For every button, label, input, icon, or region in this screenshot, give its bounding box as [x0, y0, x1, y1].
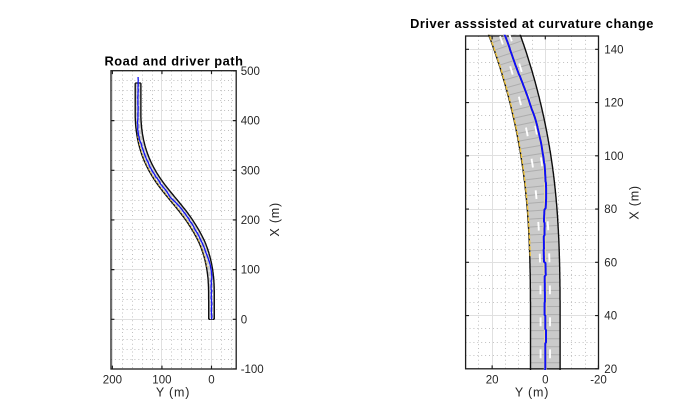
svg-text:-100: -100 — [241, 364, 264, 376]
svg-text:140: 140 — [604, 45, 623, 57]
svg-text:20: 20 — [486, 374, 499, 386]
svg-text:Y (m): Y (m) — [156, 386, 190, 400]
svg-text:0: 0 — [241, 314, 247, 326]
svg-text:60: 60 — [604, 257, 617, 269]
svg-text:-20: -20 — [590, 374, 607, 386]
svg-text:Road and driver path: Road and driver path — [105, 54, 244, 69]
svg-text:40: 40 — [604, 311, 617, 323]
svg-text:100: 100 — [152, 374, 171, 386]
svg-text:300: 300 — [241, 165, 260, 177]
svg-text:100: 100 — [241, 265, 260, 277]
svg-text:Y (m): Y (m) — [515, 386, 549, 400]
svg-text:X (m): X (m) — [627, 185, 641, 220]
svg-text:20: 20 — [604, 364, 617, 376]
svg-text:100: 100 — [604, 151, 623, 163]
svg-text:120: 120 — [604, 98, 623, 110]
svg-text:X (m): X (m) — [268, 202, 282, 237]
svg-text:0: 0 — [208, 374, 214, 386]
svg-text:80: 80 — [604, 204, 617, 216]
svg-text:200: 200 — [103, 374, 122, 386]
svg-text:Driver asssisted at curvature: Driver asssisted at curvature change — [410, 16, 654, 31]
svg-text:0: 0 — [542, 374, 548, 386]
svg-text:200: 200 — [241, 215, 260, 227]
svg-text:500: 500 — [241, 66, 260, 78]
svg-text:400: 400 — [241, 116, 260, 128]
